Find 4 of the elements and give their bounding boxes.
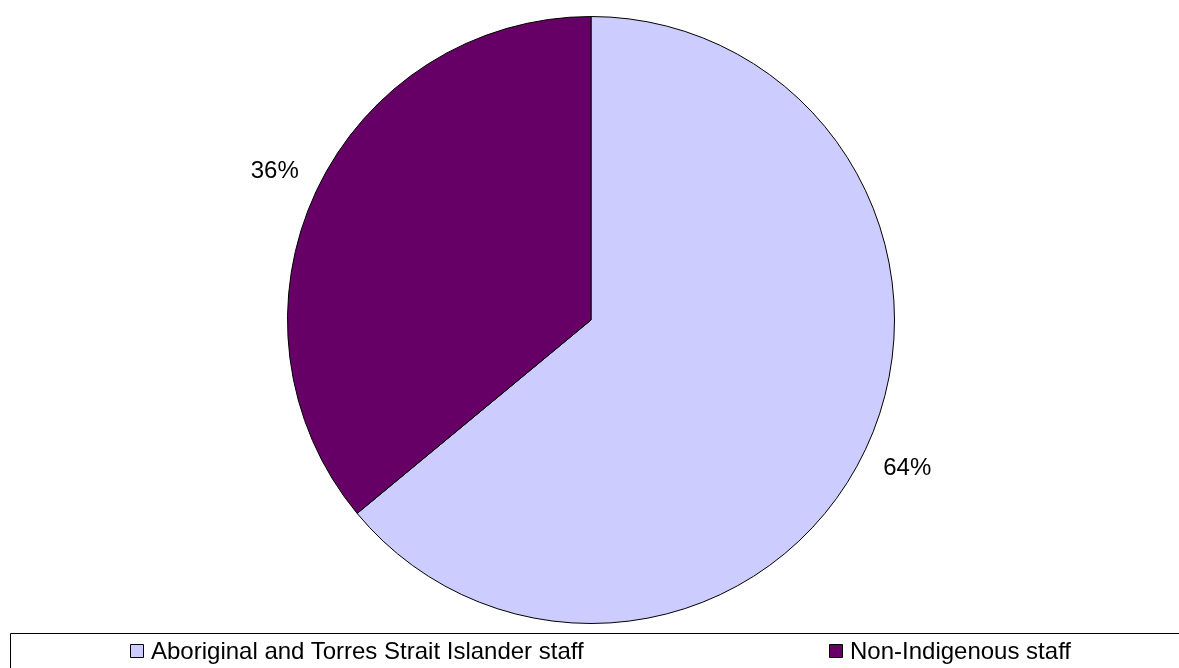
- legend-label: Non-Indigenous staff: [850, 636, 1072, 664]
- legend-label: Aboriginal and Torres Strait Islander staff: [151, 636, 585, 664]
- data-label: 64%: [883, 453, 932, 481]
- data-label: 36%: [250, 155, 299, 183]
